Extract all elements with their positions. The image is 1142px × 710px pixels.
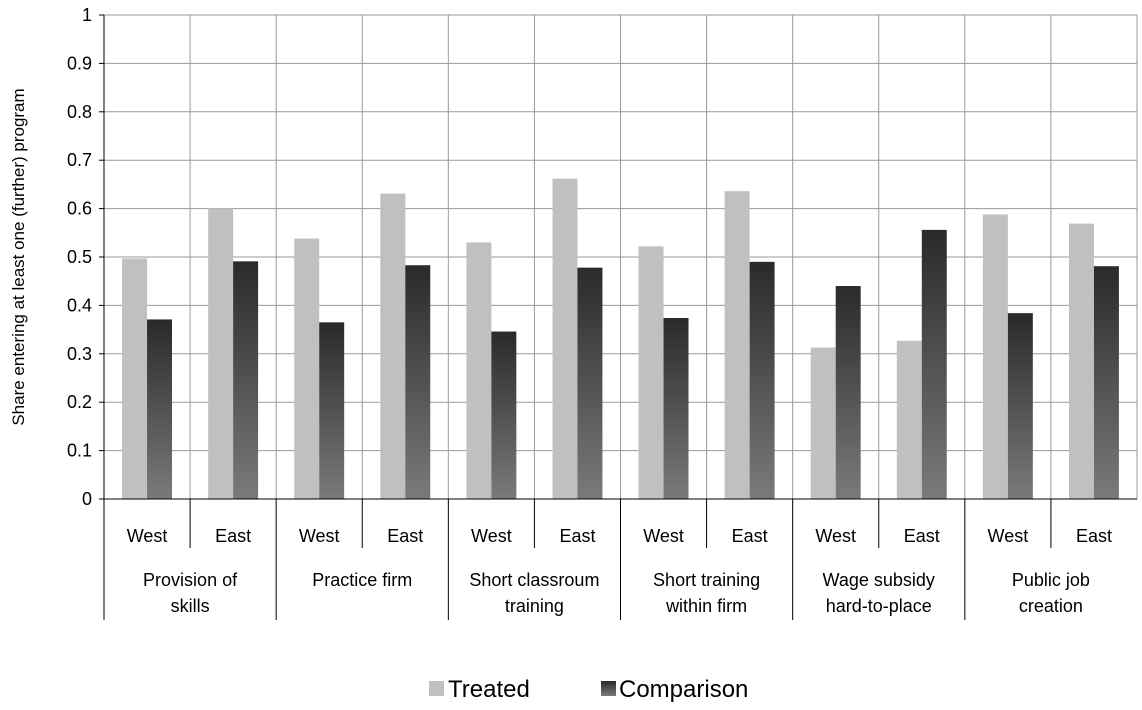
x-subcategory-label: West <box>643 526 684 546</box>
y-tick-label: 0 <box>82 489 92 509</box>
y-tick-label: 0.2 <box>67 392 92 412</box>
x-group-label: Practice firm <box>312 570 412 590</box>
x-group-label: skills <box>171 596 210 616</box>
legend-label-treated: Treated <box>448 676 530 703</box>
bar-treated <box>1068 223 1094 499</box>
y-tick-label: 0.7 <box>67 150 92 170</box>
x-subcategory-label: West <box>815 526 856 546</box>
legend-swatch-comparison <box>601 681 616 696</box>
x-group-label: Wage subsidy <box>823 570 935 590</box>
y-tick-label: 0.9 <box>67 53 92 73</box>
x-group-label: within firm <box>665 596 747 616</box>
bar-treated <box>982 214 1008 499</box>
x-subcategory-label: East <box>215 526 251 546</box>
bar-comparison <box>749 261 775 499</box>
x-group-label: creation <box>1019 596 1083 616</box>
y-tick-label: 0.6 <box>67 199 92 219</box>
x-subcategory-label: West <box>471 526 512 546</box>
y-tick-label: 0.8 <box>67 102 92 122</box>
bar-treated <box>466 242 492 500</box>
legend: Treated Comparison <box>429 676 748 703</box>
x-subcategory-label: East <box>387 526 423 546</box>
bar-comparison <box>491 331 517 499</box>
y-axis-label: Share entering at least one (further) pr… <box>9 88 28 425</box>
legend-swatch-treated <box>429 681 444 696</box>
x-group-label: Provision of <box>143 570 238 590</box>
bar-comparison <box>663 317 689 499</box>
x-group-label: Short classroum <box>469 570 599 590</box>
bar-comparison <box>921 229 947 499</box>
bar-comparison <box>835 286 861 499</box>
bar-comparison <box>1093 266 1119 499</box>
bar-treated <box>122 258 148 499</box>
x-group-label: hard-to-place <box>826 596 932 616</box>
y-tick-label: 1 <box>82 5 92 25</box>
axis-layer <box>99 14 1137 620</box>
x-group-label: training <box>505 596 564 616</box>
x-subcategory-label: East <box>732 526 768 546</box>
bar-treated <box>810 347 836 499</box>
bar-comparison <box>147 319 173 499</box>
grid-layer <box>104 14 1138 499</box>
bar-comparison <box>1007 313 1033 499</box>
y-tick-label: 0.1 <box>67 441 92 461</box>
legend-label-comparison: Comparison <box>619 676 748 703</box>
x-subcategory-label: West <box>127 526 168 546</box>
x-group-label: Short training <box>653 570 760 590</box>
x-subcategory-label: East <box>559 526 595 546</box>
x-subcategory-label: West <box>299 526 340 546</box>
x-group-label: Public job <box>1012 570 1090 590</box>
x-subcategory-label: East <box>904 526 940 546</box>
bar-treated <box>724 191 750 499</box>
bars-layer <box>122 178 1119 500</box>
bar-treated <box>896 340 922 499</box>
bar-comparison <box>233 261 259 499</box>
y-tick-label: 0.3 <box>67 344 92 364</box>
bar-comparison <box>319 322 345 499</box>
bar-treated <box>380 193 406 499</box>
bar-treated <box>208 208 234 499</box>
y-tick-label: 0.4 <box>67 295 92 315</box>
labels-layer: 0 0.1 0.2 0.3 0.4 0.5 0.6 0.7 0.8 0.9 1 West East Pro… <box>67 5 1112 616</box>
bar-comparison <box>405 265 431 499</box>
bar-comparison <box>577 267 603 499</box>
bar-treated <box>552 178 578 500</box>
y-tick-label: 0.5 <box>67 247 92 267</box>
bar-treated <box>638 246 664 499</box>
bar-treated <box>294 238 320 499</box>
x-subcategory-label: East <box>1076 526 1112 546</box>
x-subcategory-label: West <box>988 526 1029 546</box>
